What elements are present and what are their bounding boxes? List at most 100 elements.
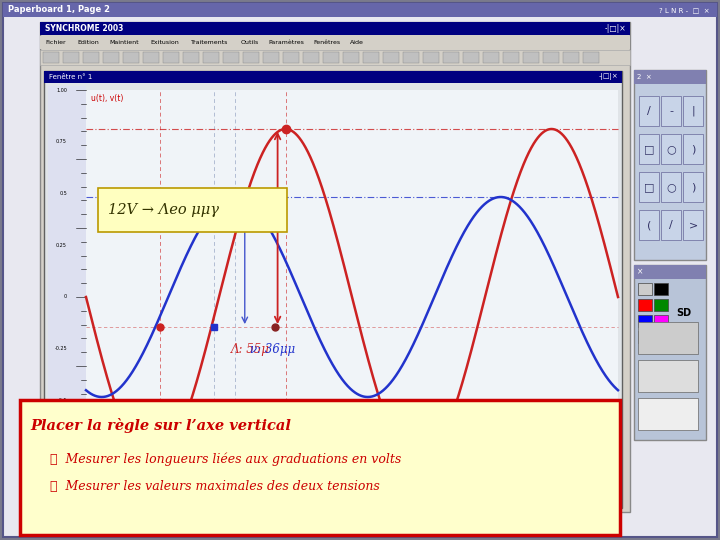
- Text: /: /: [669, 220, 673, 230]
- Text: u(t), v(t): u(t), v(t): [91, 93, 123, 103]
- Text: -0.5: -0.5: [58, 398, 67, 403]
- Text: ×: ×: [637, 267, 644, 276]
- Bar: [263, 52, 279, 63]
- Text: ➜  Mesurer les longueurs liées aux graduations en volts: ➜ Mesurer les longueurs liées aux gradua…: [50, 452, 401, 465]
- Bar: [683, 134, 703, 164]
- Bar: [44, 71, 622, 83]
- Text: ○: ○: [666, 182, 676, 192]
- Bar: [639, 96, 659, 126]
- Text: Placer la règle sur l’axe vertical: Placer la règle sur l’axe vertical: [30, 418, 291, 433]
- Bar: [40, 36, 630, 49]
- Bar: [143, 52, 159, 63]
- Bar: [483, 52, 499, 63]
- Text: ν: 36μμ: ν: 36μμ: [250, 342, 295, 355]
- Bar: [363, 52, 379, 63]
- Bar: [323, 52, 339, 63]
- Text: Outils: Outils: [240, 40, 259, 45]
- Text: SYNCHROME 2003: SYNCHROME 2003: [45, 24, 123, 33]
- Text: |: |: [691, 106, 695, 116]
- Text: Fenêtres: Fenêtres: [314, 40, 341, 45]
- Text: >: >: [688, 220, 698, 230]
- Bar: [423, 52, 439, 63]
- Bar: [63, 52, 79, 63]
- Text: ): ): [690, 182, 696, 192]
- Bar: [163, 52, 179, 63]
- Text: 2  ×: 2 ×: [637, 74, 652, 80]
- Text: /: /: [647, 106, 651, 116]
- Bar: [403, 52, 419, 63]
- Text: Traitements: Traitements: [192, 40, 229, 45]
- Bar: [48, 86, 86, 504]
- Text: SD: SD: [676, 308, 692, 318]
- Bar: [634, 70, 706, 260]
- Bar: [634, 265, 706, 440]
- Bar: [654, 331, 668, 343]
- Text: Fichier: Fichier: [45, 40, 66, 45]
- Bar: [683, 172, 703, 202]
- Bar: [43, 52, 59, 63]
- Bar: [523, 52, 539, 63]
- Bar: [86, 90, 618, 504]
- Text: ? L N R -  □  ×: ? L N R - □ ×: [660, 7, 710, 13]
- Bar: [503, 52, 519, 63]
- Bar: [638, 322, 698, 354]
- Bar: [40, 22, 630, 512]
- Bar: [639, 134, 659, 164]
- Bar: [634, 265, 706, 279]
- Bar: [683, 210, 703, 240]
- Text: -0.75: -0.75: [55, 450, 67, 455]
- Bar: [683, 96, 703, 126]
- Bar: [243, 52, 259, 63]
- Bar: [40, 50, 630, 65]
- Bar: [463, 52, 479, 63]
- Bar: [343, 52, 359, 63]
- Text: □: □: [644, 182, 654, 192]
- Text: Aide: Aide: [351, 40, 364, 45]
- Bar: [44, 71, 622, 508]
- Text: Λ: 55μ: Λ: 55μ: [230, 342, 269, 355]
- Bar: [661, 172, 681, 202]
- Text: (: (: [647, 220, 651, 230]
- Bar: [203, 52, 219, 63]
- Bar: [383, 52, 399, 63]
- Text: 1.00: 1.00: [56, 87, 67, 92]
- Text: -|□|×: -|□|×: [604, 24, 626, 33]
- Text: 0.25: 0.25: [56, 243, 67, 248]
- Bar: [3, 3, 717, 17]
- Bar: [283, 52, 299, 63]
- Text: ): ): [690, 144, 696, 154]
- Bar: [20, 400, 620, 535]
- Text: Edition: Edition: [78, 40, 99, 45]
- Text: 12V → Λeo μμγ: 12V → Λeo μμγ: [108, 203, 219, 217]
- Bar: [634, 70, 706, 84]
- Bar: [83, 52, 99, 63]
- Text: -1.00: -1.00: [55, 502, 67, 507]
- Bar: [654, 315, 668, 327]
- Bar: [661, 210, 681, 240]
- Text: Paperboard 1, Page 2: Paperboard 1, Page 2: [8, 5, 110, 15]
- Text: □: □: [644, 144, 654, 154]
- Bar: [123, 52, 139, 63]
- Text: 0: 0: [64, 294, 67, 300]
- FancyBboxPatch shape: [98, 188, 287, 232]
- Bar: [638, 315, 652, 327]
- Bar: [638, 331, 652, 343]
- Bar: [638, 360, 698, 392]
- Bar: [40, 22, 630, 35]
- Bar: [583, 52, 599, 63]
- Text: Fenêtre n° 1: Fenêtre n° 1: [49, 74, 92, 80]
- Text: -: -: [669, 106, 673, 116]
- Bar: [654, 283, 668, 295]
- Text: Maintient: Maintient: [110, 40, 140, 45]
- Bar: [638, 283, 652, 295]
- Text: Paramètres: Paramètres: [269, 40, 305, 45]
- Bar: [654, 299, 668, 311]
- Text: Exitusion: Exitusion: [150, 40, 179, 45]
- Bar: [103, 52, 119, 63]
- Bar: [563, 52, 579, 63]
- Bar: [639, 172, 659, 202]
- Bar: [639, 210, 659, 240]
- Text: 0.75: 0.75: [56, 139, 67, 144]
- Text: -0.25: -0.25: [55, 346, 67, 351]
- Bar: [223, 52, 239, 63]
